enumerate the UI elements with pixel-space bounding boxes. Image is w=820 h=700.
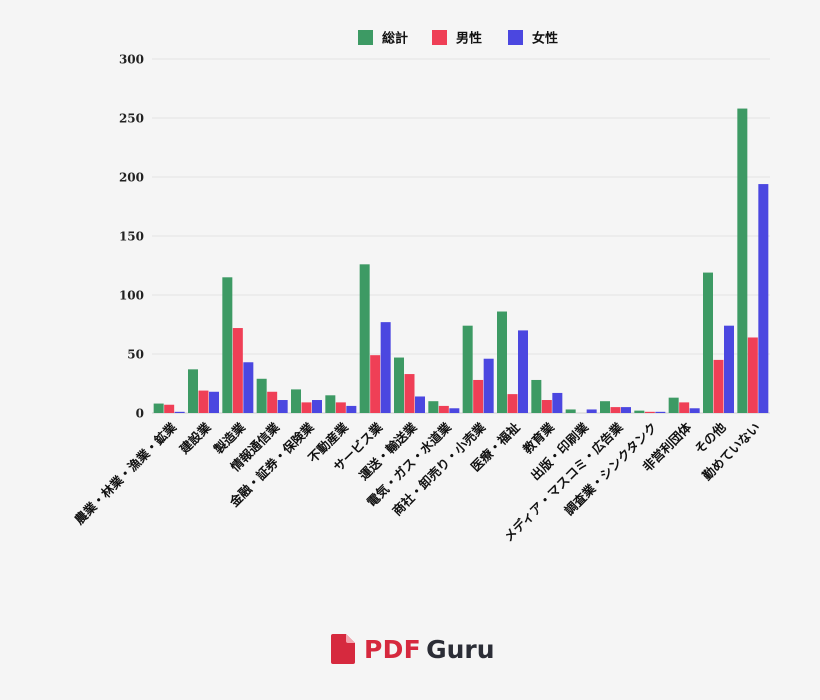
bar-女性-11 xyxy=(552,392,563,413)
pdf-guru-logo: PDF Guru xyxy=(331,632,495,666)
bar-総計-11 xyxy=(531,379,542,413)
bar-総計-9 xyxy=(462,325,473,413)
bar-女性-3 xyxy=(277,400,288,413)
bar-男性-16 xyxy=(713,359,724,413)
bar-男性-11 xyxy=(541,400,552,413)
legend-swatch-男性 xyxy=(432,30,447,45)
bar-女性-5 xyxy=(346,405,357,413)
bar-総計-15 xyxy=(668,397,679,413)
bar-女性-9 xyxy=(483,358,494,413)
legend-label: 総計 xyxy=(382,31,408,47)
bar-女性-2 xyxy=(243,362,254,413)
bar-女性-17 xyxy=(758,184,769,413)
y-axis: 0 50 100 150 200 250 300 xyxy=(119,53,144,421)
legend-label: 男性 xyxy=(456,31,482,47)
bar-総計-0 xyxy=(153,403,164,413)
y-tick-label: 300 xyxy=(119,53,144,67)
legend-swatch-総計 xyxy=(358,30,373,45)
bar-総計-6 xyxy=(359,264,370,413)
bar-女性-8 xyxy=(449,408,460,413)
y-tick-label: 200 xyxy=(119,171,144,185)
x-axis: 農業・林業・漁業・鉱業建設業製造業情報通信業金融・証券・保険業不動産業サービス業… xyxy=(71,419,763,544)
bar-総計-17 xyxy=(737,108,748,413)
y-tick-label: 0 xyxy=(136,407,144,421)
chart-gridlines xyxy=(152,58,770,414)
bar-女性-0 xyxy=(174,411,185,413)
bar-総計-14 xyxy=(634,410,645,413)
bar-男性-6 xyxy=(370,355,381,413)
bar-女性-10 xyxy=(518,330,528,413)
bar-女性-4 xyxy=(312,400,322,413)
bar-女性-1 xyxy=(209,391,219,413)
bar-男性-0 xyxy=(164,404,175,413)
y-tick-label: 50 xyxy=(127,348,144,362)
y-tick-label: 250 xyxy=(119,112,144,126)
bar-総計-16 xyxy=(703,272,713,413)
bar-男性-15 xyxy=(679,402,690,413)
bar-女性-15 xyxy=(689,408,700,413)
bar-総計-4 xyxy=(291,389,301,413)
bar-男性-4 xyxy=(301,402,312,413)
bar-総計-2 xyxy=(222,277,233,413)
bar-男性-2 xyxy=(232,328,243,413)
bar-男性-14 xyxy=(644,411,655,413)
bar-女性-14 xyxy=(655,411,666,413)
x-tick-label: 農業・林業・漁業・鉱業 xyxy=(71,419,179,527)
bar-総計-10 xyxy=(497,311,507,413)
bar-男性-3 xyxy=(267,391,278,413)
bar-男性-5 xyxy=(335,402,346,413)
bar-男性-9 xyxy=(473,379,484,413)
bar-女性-16 xyxy=(724,325,734,413)
bar-男性-13 xyxy=(610,407,621,413)
logo-text-pdf: PDF xyxy=(364,634,422,664)
x-tick-label: 建設業 xyxy=(176,419,213,456)
bar-総計-8 xyxy=(428,401,439,413)
bar-総計-1 xyxy=(188,369,198,413)
bar-総計-12 xyxy=(565,409,576,413)
legend-swatch-女性 xyxy=(508,30,523,45)
bar-女性-13 xyxy=(621,407,631,413)
bar-chart: 総計 男性 女性 0 50 100 150 200 250 300 農業・林業・漁業・鉱業建設業… xyxy=(71,30,770,544)
legend-label: 女性 xyxy=(532,31,558,47)
y-tick-label: 150 xyxy=(119,230,144,244)
bar-男性-7 xyxy=(404,374,415,413)
bar-女性-7 xyxy=(415,396,425,413)
bar-総計-3 xyxy=(256,378,267,413)
chart-legend: 総計 男性 女性 xyxy=(358,30,558,47)
bar-総計-7 xyxy=(394,357,404,413)
bar-男性-10 xyxy=(507,394,518,413)
pdf-file-icon xyxy=(331,634,355,664)
bar-総計-13 xyxy=(600,401,610,413)
y-tick-label: 100 xyxy=(119,289,144,303)
logo-text-guru: Guru xyxy=(426,634,495,664)
bar-男性-17 xyxy=(747,337,758,413)
chart-bars xyxy=(153,108,769,413)
bar-男性-8 xyxy=(438,405,449,413)
bar-女性-6 xyxy=(380,322,391,413)
bar-総計-5 xyxy=(325,395,336,413)
bar-女性-12 xyxy=(586,409,597,413)
bar-男性-1 xyxy=(198,390,209,413)
